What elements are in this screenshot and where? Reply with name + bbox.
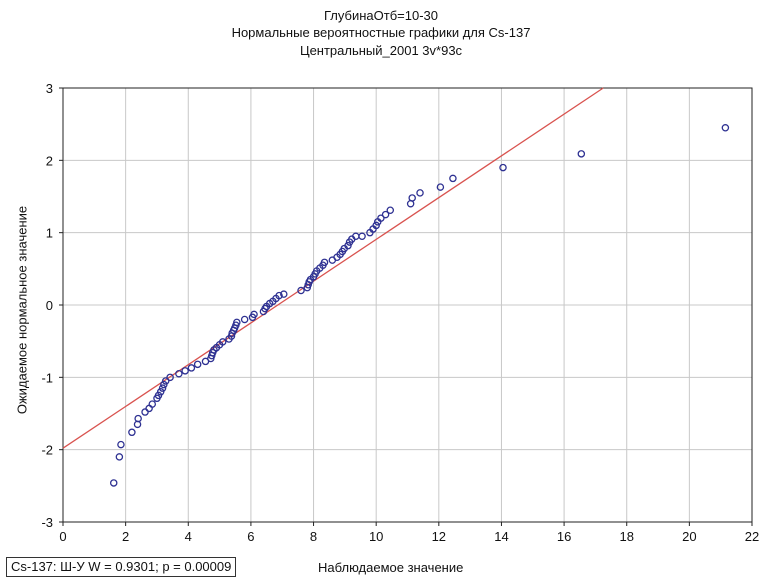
x-tick-label: 2	[122, 529, 129, 544]
x-tick-label: 10	[369, 529, 383, 544]
data-point	[134, 414, 142, 423]
data-point	[358, 232, 366, 241]
x-tick-label: 14	[494, 529, 508, 544]
data-point	[193, 360, 202, 369]
x-axis-label: Наблюдаемое значение	[318, 560, 464, 575]
data-point	[181, 367, 189, 375]
y-tick-label: -2	[41, 443, 53, 458]
x-tick-label: 6	[247, 529, 254, 544]
y-tick-label: 2	[46, 153, 53, 168]
data-point	[416, 189, 424, 197]
data-point	[344, 241, 352, 250]
data-point	[218, 338, 227, 346]
data-point	[499, 163, 507, 172]
data-point	[240, 315, 249, 324]
data-point	[117, 440, 125, 449]
data-points	[109, 124, 730, 487]
data-point	[141, 408, 149, 416]
chart-title-line-2: Нормальные вероятностные графики для Cs-…	[231, 25, 531, 40]
x-tick-label: 20	[682, 529, 696, 544]
data-point	[449, 174, 457, 183]
shapiro-wilk-stat-label: Cs-137: Ш-У W = 0.9301; p = 0.00009	[6, 557, 237, 577]
y-tick-label: 0	[46, 298, 53, 313]
data-point	[115, 453, 124, 461]
data-point	[160, 380, 168, 389]
chart-title-line-3: Центральный_2001 3v*93c	[299, 43, 463, 58]
data-point	[156, 388, 165, 396]
data-point	[161, 377, 170, 385]
x-tick-label: 4	[185, 529, 192, 544]
data-point	[577, 150, 586, 158]
x-tick-label: 8	[310, 529, 317, 544]
data-point	[721, 124, 730, 132]
x-tick-label: 16	[557, 529, 571, 544]
data-point	[128, 428, 136, 437]
data-point	[158, 384, 167, 392]
data-point	[275, 291, 283, 300]
data-point	[187, 364, 196, 372]
data-point	[297, 286, 305, 295]
x-tick-label: 18	[619, 529, 633, 544]
y-axis-label: Ожидаемое нормальное значение	[14, 205, 30, 415]
data-point	[320, 258, 329, 267]
y-tick-label: 3	[46, 81, 53, 96]
chart-title-line-1: ГлубинаОтб=10-30	[323, 8, 438, 23]
data-point	[280, 290, 288, 298]
y-tick-label: -1	[41, 370, 53, 385]
data-point	[436, 183, 445, 191]
data-point	[386, 206, 395, 214]
normal-fit-line	[62, 87, 604, 449]
data-point	[145, 404, 153, 413]
data-point	[109, 479, 118, 487]
data-point	[408, 194, 416, 202]
x-tick-label: 0	[59, 529, 66, 544]
data-point	[233, 318, 241, 327]
data-point	[377, 214, 385, 222]
data-point	[148, 400, 157, 408]
x-tick-label: 12	[432, 529, 446, 544]
data-point	[166, 373, 174, 382]
fit-line-group	[62, 87, 604, 449]
grid	[63, 88, 752, 522]
data-point	[250, 310, 258, 319]
x-tick-label: 22	[745, 529, 759, 544]
y-tick-label: 1	[46, 226, 53, 241]
data-point	[381, 210, 390, 219]
data-point	[372, 221, 380, 230]
data-point	[175, 369, 183, 378]
y-tick-label: -3	[41, 515, 53, 530]
